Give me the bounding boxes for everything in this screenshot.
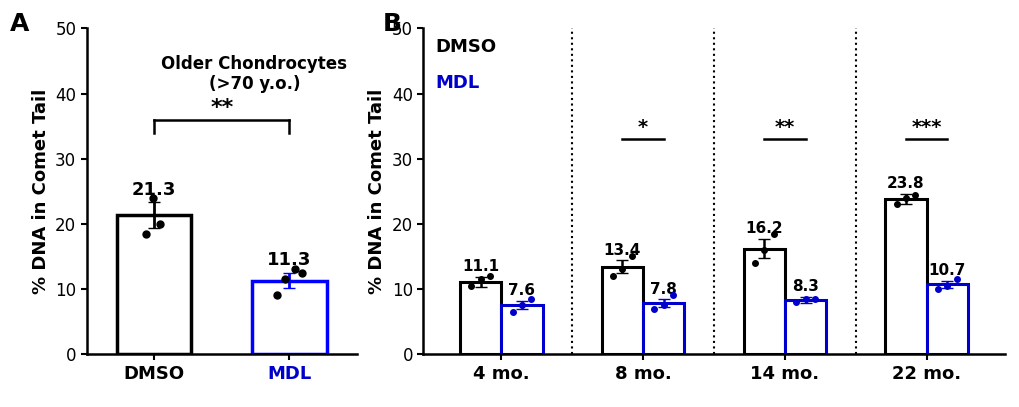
Bar [601,267,642,354]
Text: **: ** [774,118,794,137]
Bar [642,303,684,354]
Text: 21.3: 21.3 [131,181,176,199]
Text: 11.3: 11.3 [267,252,312,269]
Y-axis label: % DNA in Comet Tail: % DNA in Comet Tail [368,89,386,294]
Text: MDL: MDL [434,74,479,92]
Bar [884,199,926,354]
Bar [785,300,825,354]
Text: 10.7: 10.7 [927,263,965,278]
Bar [117,215,192,354]
Text: Older Chondrocytes
(>70 y.o.): Older Chondrocytes (>70 y.o.) [161,55,346,93]
Text: 23.8: 23.8 [887,176,924,191]
Text: B: B [382,12,401,36]
Bar [252,280,326,354]
Bar [460,282,500,354]
Text: A: A [10,12,30,36]
Text: 13.4: 13.4 [603,243,641,258]
Bar [743,249,785,354]
Text: 7.6: 7.6 [508,283,535,298]
Y-axis label: % DNA in Comet Tail: % DNA in Comet Tail [32,89,50,294]
Text: 11.1: 11.1 [462,259,498,274]
Text: 8.3: 8.3 [792,279,818,294]
Text: *: * [638,118,647,137]
Text: **: ** [210,98,233,118]
Text: ***: *** [911,118,941,137]
Bar [500,304,542,354]
Text: 16.2: 16.2 [745,221,783,236]
Text: DMSO: DMSO [434,38,495,56]
Text: 7.8: 7.8 [650,282,677,297]
Bar [926,284,967,354]
